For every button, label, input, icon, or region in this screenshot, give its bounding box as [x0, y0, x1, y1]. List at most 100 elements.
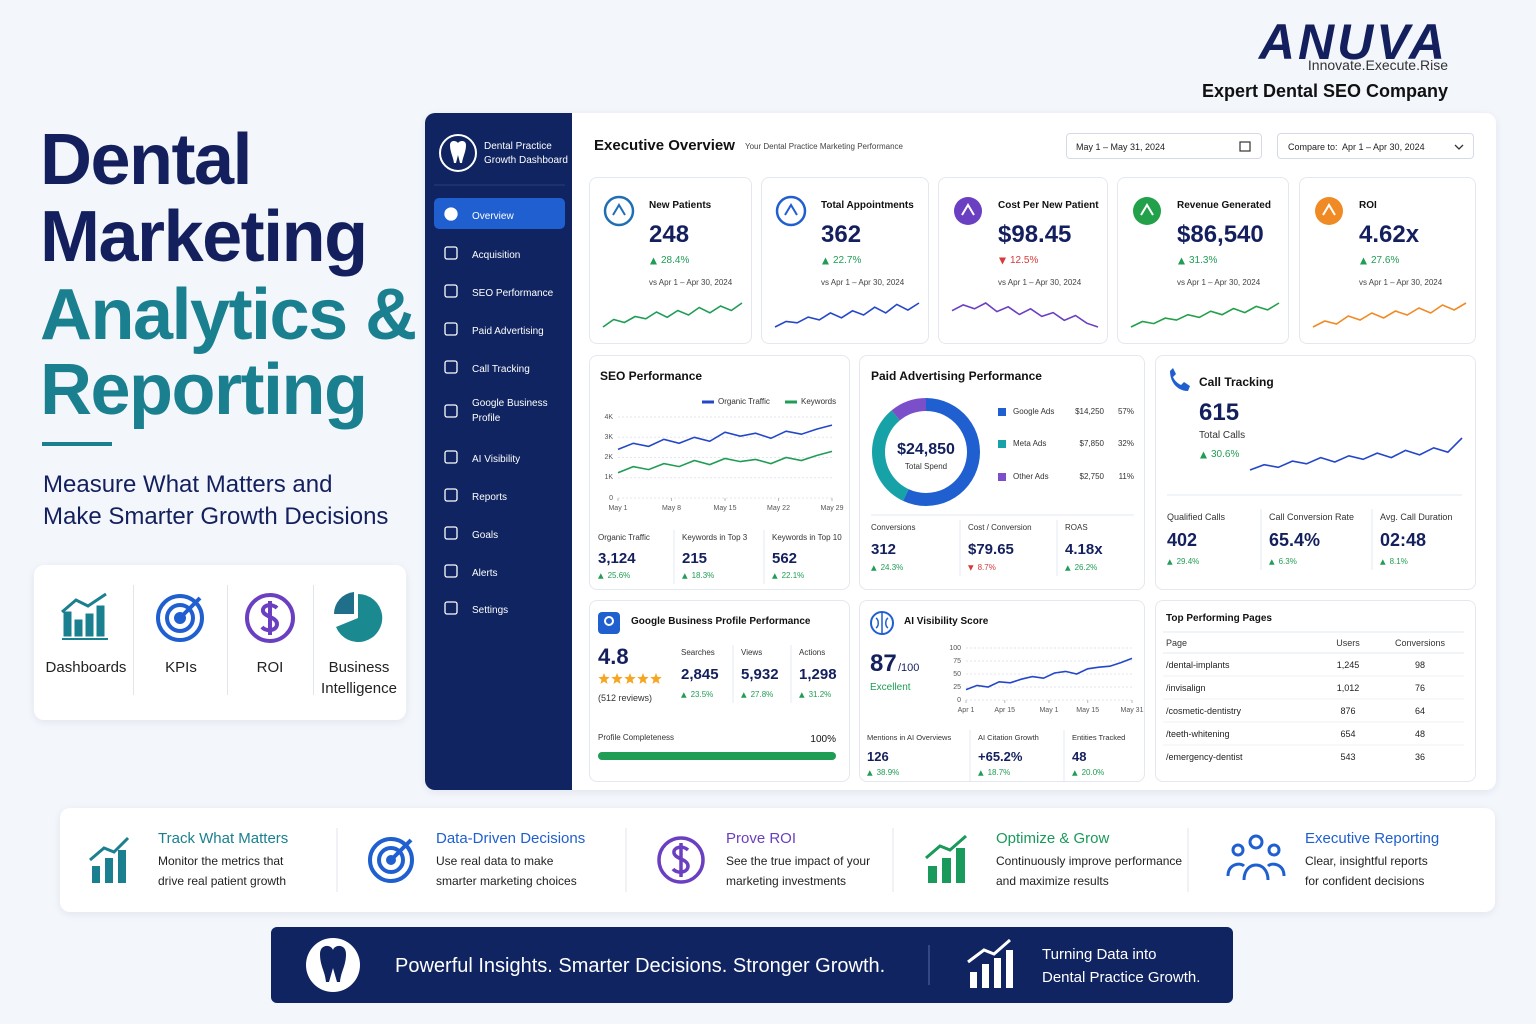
icon-shape [1226, 834, 1286, 881]
channel-name: Google Ads [1013, 407, 1055, 416]
icon-shape [1006, 950, 1013, 988]
icon-shape [368, 837, 414, 883]
icon-shape [439, 134, 477, 172]
icon-shape [1267, 843, 1281, 857]
icon-shape [118, 850, 126, 883]
table-cell: /cosmetic-dentistry [1166, 705, 1242, 716]
stat-value: 02:48 [1380, 530, 1427, 550]
change-value: 23.5% [690, 690, 714, 699]
icon-shape [85, 613, 94, 637]
stat-value: $79.65 [968, 540, 1014, 558]
nav-item[interactable]: Goals [472, 530, 499, 541]
stat-value: 402 [1167, 530, 1198, 550]
legend-label: Organic Traffic [718, 397, 770, 406]
date-picker[interactable] [1066, 133, 1262, 159]
benefit-text: Use real data to make [436, 854, 554, 868]
x-tick-label: Apr 15 [994, 706, 1016, 714]
nav-icon [444, 601, 458, 615]
change-arrow [978, 770, 984, 776]
change-value: 8.7% [977, 563, 996, 572]
trend-line [1249, 437, 1463, 471]
icon-shape [245, 593, 295, 643]
hero-title-line: Reporting [40, 350, 368, 430]
stat-value: 215 [682, 549, 708, 567]
compare-range[interactable]: Compare to: Apr 1 – Apr 30, 2024 [1288, 141, 1425, 152]
icon-shape [389, 838, 413, 862]
page-title: Executive Overview [594, 136, 735, 154]
card-title: AI Visibility Score [904, 616, 989, 627]
nav-icon [444, 526, 458, 540]
card-title: Top Performing Pages [1166, 613, 1272, 624]
benefit-title: Optimize & Grow [996, 829, 1110, 847]
icon-shape [967, 938, 1013, 988]
donut-segment [903, 398, 981, 506]
nav-item[interactable]: Overview [472, 211, 514, 222]
y-tick-label: 50 [953, 670, 961, 678]
trend-line [951, 302, 1099, 328]
x-tick-label: May 22 [767, 504, 790, 512]
kpi-value: 362 [821, 221, 862, 248]
nav-icon [444, 488, 458, 502]
date-range[interactable]: May 1 – May 31, 2024 [1076, 141, 1166, 152]
change-arrow [772, 573, 778, 579]
calls-label: Total Calls [1199, 430, 1246, 441]
stat-value: 1,298 [799, 665, 837, 683]
nav-item[interactable]: AI Visibility [472, 454, 521, 465]
change-arrow [968, 565, 974, 571]
icon-shape [970, 972, 977, 988]
nav-item[interactable]: Acquisition [472, 250, 521, 261]
feature-label: KPIs [165, 658, 197, 676]
kpi-icon [954, 197, 982, 225]
stat-label: Entities Tracked [1072, 733, 1126, 743]
y-tick-label: 25 [953, 683, 961, 691]
feature-label: Intelligence [321, 679, 397, 697]
change-value: 24.3% [880, 563, 904, 572]
kpi-card [589, 177, 752, 344]
nav-item[interactable]: Settings [472, 605, 509, 616]
change-arrow [598, 573, 604, 579]
rating-star [598, 673, 610, 684]
channel-name: Other Ads [1013, 472, 1049, 481]
kpi-value: 248 [649, 221, 690, 248]
nav-item[interactable]: Paid Advertising [472, 326, 544, 337]
icon-shape [377, 846, 405, 874]
icon-shape [657, 836, 705, 884]
table-cell: 64 [1414, 705, 1426, 716]
change-arrow [682, 573, 688, 579]
hero-subtitle: Make Smarter Growth Decisions [43, 503, 389, 530]
change-arrow [871, 565, 877, 571]
change-arrow [1065, 565, 1071, 571]
nav-item[interactable]: Alerts [472, 568, 498, 579]
trend-line [774, 302, 920, 328]
kpi-label: Total Appointments [821, 200, 914, 211]
hero-title-line: Analytics & [40, 275, 417, 355]
nav-item[interactable]: Google Business Profile [472, 398, 548, 424]
stat-label: Mentions in AI Overviews [867, 733, 952, 743]
progress-bar [598, 752, 836, 760]
y-tick-label: 0 [957, 696, 961, 704]
icon-shape [227, 585, 228, 695]
stat-value: 562 [772, 549, 798, 567]
benefit-text: drive real patient growth [158, 874, 287, 888]
icon-shape [42, 442, 112, 446]
icon-shape [1266, 862, 1286, 877]
y-tick-label: 100 [949, 644, 961, 652]
benefits-strip [60, 808, 1495, 912]
table-header: Page [1166, 637, 1188, 648]
benefit-text: for confident decisions [1305, 874, 1425, 888]
nav-item[interactable]: Call Tracking [472, 364, 530, 375]
change-value: 29.4% [1176, 557, 1200, 566]
brand-subtitle: Expert Dental SEO Company [1201, 81, 1448, 101]
compare-picker[interactable] [1277, 133, 1474, 159]
icon-shape [133, 585, 134, 695]
series-line [617, 424, 833, 451]
completeness-value: 100% [810, 734, 836, 745]
stat-label: Conversions [871, 523, 916, 532]
feature-label: ROI [256, 658, 284, 676]
card-title: Paid Advertising Performance [871, 369, 1042, 383]
change-value: 31.3% [1189, 255, 1218, 266]
nav-item[interactable]: Reports [472, 492, 508, 503]
nav-item[interactable]: SEO Performance [472, 288, 554, 299]
channel-name: Meta Ads [1013, 439, 1047, 448]
